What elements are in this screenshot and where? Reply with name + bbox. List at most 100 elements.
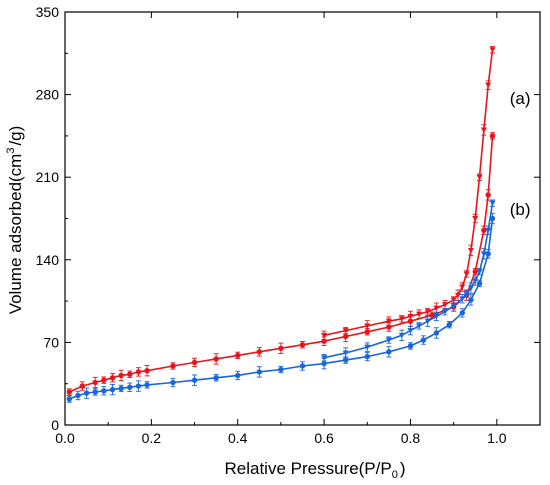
data-point (480, 251, 487, 257)
data-point (92, 389, 98, 395)
data-point (191, 377, 198, 383)
data-point (424, 318, 431, 325)
data-point (364, 323, 371, 329)
data-point (66, 389, 73, 395)
x-tick-label: 0.0 (55, 430, 75, 446)
data-point (342, 357, 349, 363)
y-tick-label: 140 (36, 252, 60, 268)
data-point (364, 353, 370, 360)
data-point (459, 296, 466, 302)
data-point (467, 247, 474, 254)
data-point (235, 372, 241, 379)
y-tick-label: 350 (36, 4, 60, 20)
series-layer (66, 46, 496, 403)
data-point (92, 379, 98, 386)
series-b-desorption (321, 199, 496, 362)
data-point (476, 174, 483, 181)
data-point (342, 350, 349, 357)
data-point (446, 322, 453, 328)
data-point (256, 369, 263, 375)
series-b-adsorption (66, 212, 496, 403)
data-point (442, 309, 448, 315)
data-point (191, 359, 198, 366)
data-point (321, 332, 328, 339)
data-point (118, 385, 124, 392)
x-tick-label: 0.8 (401, 430, 421, 446)
series-line (323, 49, 494, 337)
data-point (144, 382, 150, 388)
data-point (454, 292, 461, 299)
x-tick-label: 0.6 (314, 430, 334, 446)
data-point (109, 386, 116, 393)
data-point (342, 328, 349, 334)
data-point (170, 379, 176, 386)
x-tick-label: 0.2 (142, 430, 162, 446)
data-point (364, 329, 370, 335)
data-point (489, 133, 496, 139)
data-point (429, 312, 435, 318)
x-tick-label: 1.0 (487, 430, 507, 446)
y-tick-label: 210 (36, 169, 60, 185)
data-point (433, 305, 440, 312)
data-point (424, 309, 431, 315)
axis-ticks: 0.0 0.2 0.4 0.6 0.8 1.0 0 70 140 210 280 350 (36, 4, 541, 446)
y-tick-label: 70 (43, 334, 59, 350)
data-point (459, 284, 466, 290)
y-tick-label: 0 (51, 417, 59, 433)
series-a-desorption (321, 46, 496, 340)
data-point (386, 349, 392, 355)
data-point (407, 313, 414, 320)
data-point (364, 344, 371, 351)
data-point (256, 349, 263, 355)
data-point (109, 375, 116, 381)
data-point (450, 303, 457, 309)
data-point (385, 318, 392, 325)
data-point (135, 383, 142, 389)
data-point (213, 375, 219, 381)
data-point (485, 192, 491, 198)
y-axis-title: Volume adsorbed(cm3/g) (5, 126, 25, 315)
data-point (385, 337, 392, 344)
data-point (485, 82, 492, 89)
data-point (321, 355, 328, 361)
series-a-adsorption (66, 132, 496, 396)
data-point (472, 278, 479, 285)
data-point (101, 388, 107, 394)
data-point (442, 302, 448, 308)
x-axis-title: Relative Pressure(P/P0) (224, 459, 405, 481)
data-point (144, 368, 150, 374)
data-point (127, 384, 133, 390)
data-point (463, 271, 470, 277)
data-point (66, 396, 73, 402)
data-point (299, 363, 306, 369)
data-point (321, 360, 327, 367)
data-point (489, 215, 496, 222)
y-tick-label: 280 (36, 87, 60, 103)
data-point (416, 311, 423, 318)
series-annotation: (a) (510, 89, 531, 108)
data-point (278, 345, 284, 351)
data-point (398, 332, 405, 339)
data-point (476, 280, 483, 287)
data-point (472, 268, 478, 275)
data-point (481, 227, 487, 233)
data-point (278, 366, 284, 373)
data-point (485, 251, 491, 257)
data-point (420, 337, 427, 343)
data-point (299, 342, 306, 348)
data-point (463, 291, 470, 298)
data-point (467, 285, 474, 292)
data-point (489, 200, 496, 207)
series-annotation: (b) (510, 200, 531, 219)
data-point (135, 369, 142, 375)
data-point (468, 297, 474, 303)
data-point (398, 316, 405, 322)
data-point (489, 47, 496, 53)
data-point (407, 343, 414, 349)
data-point (118, 372, 124, 379)
data-point (170, 363, 176, 369)
data-point (83, 390, 90, 396)
data-point (79, 383, 85, 389)
data-point (342, 333, 349, 340)
